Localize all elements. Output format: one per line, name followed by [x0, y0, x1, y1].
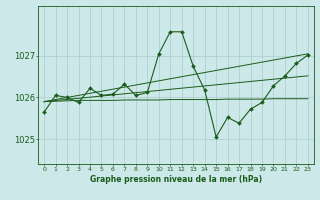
X-axis label: Graphe pression niveau de la mer (hPa): Graphe pression niveau de la mer (hPa) — [90, 175, 262, 184]
